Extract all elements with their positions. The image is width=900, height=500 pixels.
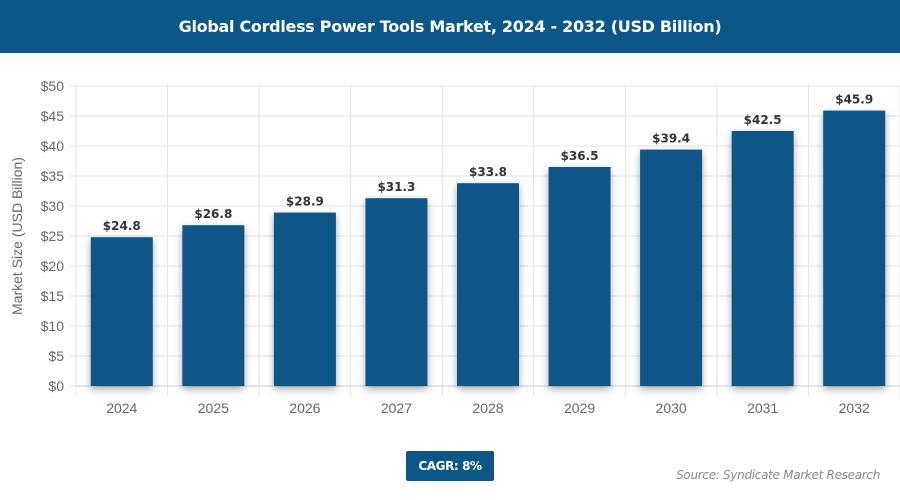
x-tick-label: 2027 [381,400,412,416]
y-tick-label: $20 [41,258,65,274]
y-tick-label: $45 [41,108,65,124]
cagr-badge: CAGR: 8% [406,451,494,481]
data-label: $26.8 [194,207,232,221]
data-label: $24.8 [103,219,141,233]
y-tick-label: $25 [41,228,65,244]
data-label: $33.8 [469,165,507,179]
bar-2030 [640,149,703,386]
y-tick-label: $30 [41,198,65,214]
data-label: $36.5 [561,149,599,163]
x-tick-label: 2026 [289,400,320,416]
y-tick-label: $15 [41,288,65,304]
y-tick-label: $40 [41,138,65,154]
data-label: $42.5 [744,113,782,127]
bar-2026 [273,212,336,386]
bar-2024 [90,237,153,386]
bar-2028 [457,183,519,386]
y-tick-label: $50 [41,78,65,94]
bar-2025 [182,225,245,386]
data-label: $45.9 [835,93,873,107]
bar-2031 [731,131,794,386]
bar-2032 [823,110,886,386]
y-tick-label: $35 [41,168,65,184]
source-note: Source: Syndicate Market Research [676,468,880,482]
x-tick-label: 2032 [839,400,870,416]
x-tick-label: 2031 [747,400,778,416]
bar-2027 [365,198,428,386]
y-tick-label: $5 [48,348,64,364]
x-tick-label: 2029 [564,400,595,416]
bar-2029 [548,167,611,386]
x-tick-label: 2028 [472,400,503,416]
y-tick-label: $0 [48,378,64,394]
data-label: $28.9 [286,195,324,209]
data-label: $39.4 [652,132,690,146]
bar-chart: $0 $5 $10 $15 $20 $25 $30 $35 $40 $45 $50 Market Si… [9,78,900,416]
y-axis-label: Market Size (USD Billion) [9,157,25,315]
y-tick-label: $10 [41,318,65,334]
data-label: $31.3 [377,180,415,194]
x-tick-label: 2025 [198,400,229,416]
x-tick-label: 2024 [106,400,137,416]
x-tick-label: 2030 [656,400,687,416]
chart-title: Global Cordless Power Tools Market, 2024… [0,0,900,53]
